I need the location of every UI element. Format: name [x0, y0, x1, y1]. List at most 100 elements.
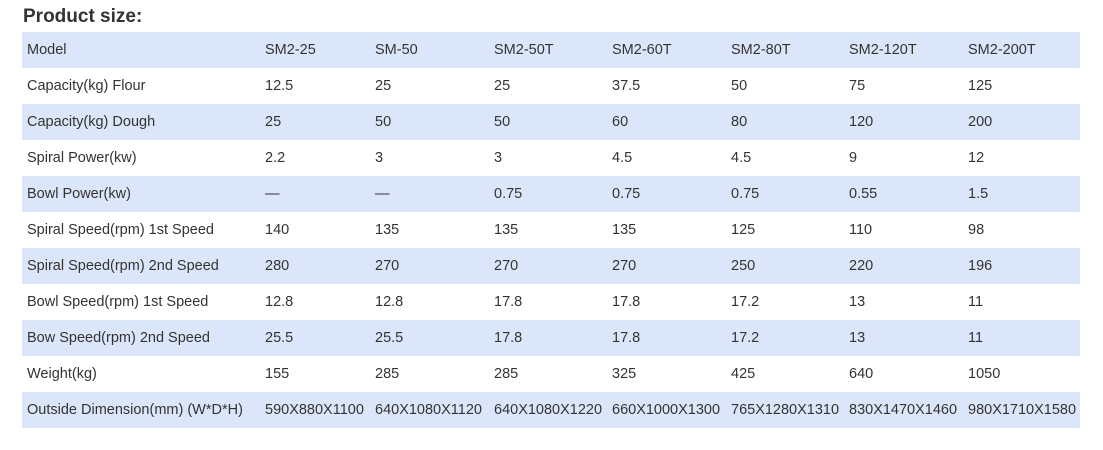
table-cell: 640X1080X1120 — [370, 392, 489, 428]
table-cell: 9 — [849, 150, 858, 166]
table-cell: 196 — [963, 248, 1080, 284]
table-cell: 17.2 — [731, 294, 760, 310]
table-cell: 135 — [612, 222, 637, 238]
table-cell: 50 — [731, 78, 748, 94]
table-cell: 50 — [489, 104, 607, 140]
table-cell: SM2-60T — [607, 32, 726, 68]
table-cell: 25.5 — [260, 320, 370, 356]
table-cell: 98 — [968, 222, 985, 238]
table-row-spiral-speed-2nd: Spiral Speed(rpm) 2nd Speed 280 270 270 … — [22, 248, 1080, 284]
product-size-table: Model SM2-25 SM-50 SM2-50T SM2-60T SM2-8… — [22, 32, 1080, 428]
table-cell: 125 — [968, 78, 993, 94]
table-cell: 12.8 — [375, 294, 404, 310]
table-cell: 12.8 — [265, 294, 294, 310]
row-label: Outside Dimension(mm) (W*D*H) — [22, 392, 260, 428]
row-label: Spiral Power(kw) — [27, 150, 137, 166]
table-cell: 120 — [844, 104, 963, 140]
table-cell: 37.5 — [612, 78, 641, 94]
table-cell: 13 — [844, 320, 963, 356]
table-cell: 1.5 — [963, 176, 1080, 212]
table-cell: 125 — [731, 222, 756, 238]
row-label: Spiral Speed(rpm) 2nd Speed — [22, 248, 260, 284]
table-cell: 17.8 — [489, 320, 607, 356]
table-cell: 25 — [494, 78, 511, 94]
table-cell: 17.8 — [607, 320, 726, 356]
table-cell: 250 — [726, 248, 844, 284]
table-cell: 285 — [494, 366, 519, 382]
table-cell: 640X1080X1220 — [489, 392, 607, 428]
table-cell: 50 — [370, 104, 489, 140]
table-cell: 0.75 — [607, 176, 726, 212]
table-cell: 3 — [494, 150, 503, 166]
table-cell: 0.55 — [844, 176, 963, 212]
table-row-model: Model SM2-25 SM-50 SM2-50T SM2-60T SM2-8… — [22, 32, 1080, 68]
table-cell: 140 — [265, 222, 290, 238]
row-label: Weight(kg) — [27, 366, 97, 382]
table-row-capacity-dough: Capacity(kg) Dough 25 50 50 60 80 120 20… — [22, 104, 1080, 140]
table-cell: — — [260, 176, 370, 212]
table-row-spiral-speed-1st: Spiral Speed(rpm) 1st Speed 140 135 135 … — [22, 212, 1080, 248]
row-label: Spiral Speed(rpm) 1st Speed — [27, 222, 214, 238]
table-cell: 270 — [370, 248, 489, 284]
table-row-bowl-speed-2nd: Bow Speed(rpm) 2nd Speed 25.5 25.5 17.8 … — [22, 320, 1080, 356]
table-cell: 11 — [968, 294, 984, 310]
table-cell: SM2-200T — [963, 32, 1080, 68]
table-cell: 980X1710X1580 — [963, 392, 1080, 428]
table-cell: 17.8 — [612, 294, 641, 310]
table-row-outside-dimension: Outside Dimension(mm) (W*D*H) 590X880X11… — [22, 392, 1080, 428]
table-row-spiral-power: Spiral Power(kw) 2.2 3 3 4.5 4.5 9 12 — [22, 140, 1080, 176]
table-cell: 75 — [849, 78, 866, 94]
table-cell: — — [370, 176, 489, 212]
table-cell: SM2-25 — [260, 32, 370, 68]
section-heading: Product size: — [23, 6, 143, 27]
table-cell: 1050 — [968, 366, 1001, 382]
table-cell: SM2-80T — [726, 32, 844, 68]
table-cell: 25 — [260, 104, 370, 140]
table-cell: SM-50 — [370, 32, 489, 68]
table-cell: 60 — [607, 104, 726, 140]
table-cell: 110 — [849, 222, 873, 238]
table-cell: 830X1470X1460 — [844, 392, 963, 428]
table-cell: 155 — [265, 366, 290, 382]
table-cell: 765X1280X1310 — [726, 392, 844, 428]
table-cell: 220 — [844, 248, 963, 284]
table-cell: 660X1000X1300 — [607, 392, 726, 428]
table-cell: 25.5 — [370, 320, 489, 356]
table-cell: 25 — [375, 78, 392, 94]
table-row-bowl-power: Bowl Power(kw) — — 0.75 0.75 0.75 0.55 1… — [22, 176, 1080, 212]
table-cell: 80 — [726, 104, 844, 140]
table-cell: 640 — [849, 366, 874, 382]
table-cell: 0.75 — [489, 176, 607, 212]
row-label: Capacity(kg) Dough — [22, 104, 260, 140]
table-cell: 0.75 — [726, 176, 844, 212]
row-label: Model — [22, 32, 260, 68]
table-cell: 270 — [607, 248, 726, 284]
table-cell: 13 — [849, 294, 866, 310]
table-cell: 325 — [612, 366, 637, 382]
table-cell: 4.5 — [731, 150, 752, 166]
table-cell: 200 — [963, 104, 1080, 140]
table-cell: 11 — [963, 320, 1080, 356]
table-cell: 270 — [489, 248, 607, 284]
table-cell: SM2-120T — [844, 32, 963, 68]
table-cell: 135 — [375, 222, 400, 238]
table-cell: 17.8 — [494, 294, 523, 310]
table-cell: 285 — [375, 366, 400, 382]
table-cell: 12.5 — [265, 78, 294, 94]
table-cell: 425 — [731, 366, 756, 382]
table-cell: 590X880X1100 — [260, 392, 370, 428]
table-cell: 4.5 — [612, 150, 633, 166]
table-row-capacity-flour: Capacity(kg) Flour 12.5 25 25 37.5 50 75… — [22, 68, 1080, 104]
row-label: Capacity(kg) Flour — [27, 78, 146, 94]
table-cell: 280 — [260, 248, 370, 284]
table-row-weight: Weight(kg) 155 285 285 325 425 640 1050 — [22, 356, 1080, 392]
table-cell: 3 — [375, 150, 384, 166]
table-cell: 2.2 — [265, 150, 286, 166]
row-label: Bowl Speed(rpm) 1st Speed — [27, 294, 209, 310]
row-label: Bow Speed(rpm) 2nd Speed — [22, 320, 260, 356]
table-cell: 12 — [968, 150, 985, 166]
table-row-bowl-speed-1st: Bowl Speed(rpm) 1st Speed 12.8 12.8 17.8… — [22, 284, 1080, 320]
table-cell: 135 — [494, 222, 519, 238]
row-label: Bowl Power(kw) — [22, 176, 260, 212]
